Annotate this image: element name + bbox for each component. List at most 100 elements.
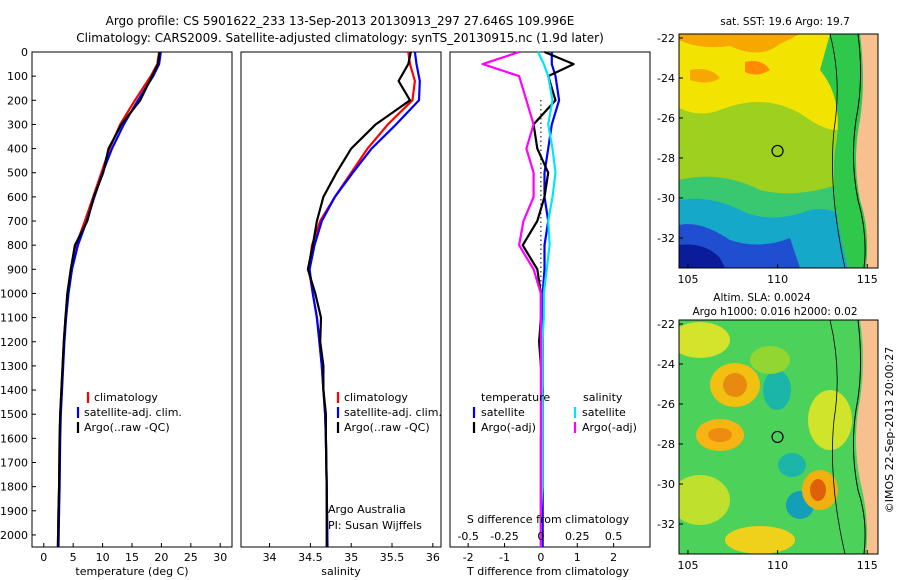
depth-tick-label: 900 (7, 263, 28, 276)
temperature-xlabel: temperature (deg C) (75, 565, 188, 578)
t-difference-label: T difference from climatology (466, 565, 629, 578)
depth-tick-label: 1400 (0, 384, 28, 397)
salinity-xlabel: salinity (321, 565, 361, 578)
land-mask (856, 320, 878, 554)
sla-field (679, 320, 878, 554)
x-tick-label: 34.5 (298, 551, 323, 564)
legend-satellite: satellite-adj. clim. (84, 406, 182, 419)
series-line-argo-raw-qc- (306, 51, 412, 547)
depth-tick-label: 400 (7, 143, 28, 156)
s-tick-label: 0.25 (565, 530, 590, 543)
legend-t-argo: Argo(-adj) (481, 421, 536, 434)
argo-location-marker (771, 430, 784, 444)
lat-tick-label: -22 (657, 318, 675, 331)
x-tick-label: 20 (154, 551, 168, 564)
lon-tick-label: 105 (677, 559, 698, 572)
lat-tick-label: -24 (657, 72, 675, 85)
sla-map-lat-ticks: -22 -24 -26 -28 -30 -32 (657, 318, 683, 531)
argo-location-marker (771, 144, 784, 158)
temperature-series (56, 51, 162, 548)
legend-satellite: satellite-adj. clim. (344, 406, 442, 419)
depth-tick-label: 600 (7, 191, 28, 204)
legend-climatology: climatology (344, 391, 408, 404)
x-tick-label: 0 (40, 551, 47, 564)
s-tick-label: -0.5 (457, 530, 478, 543)
sla-map-title-line1: Altim. SLA: 0.0024 (713, 292, 811, 304)
temperature-x-ticks: 0 5 10 15 20 25 30 (40, 543, 227, 564)
difference-series (481, 50, 575, 547)
x-tick-label: 34 (263, 551, 277, 564)
sla-map-panel: Altim. SLA: 0.0024 Argo h1000: 0.016 h20… (657, 292, 879, 572)
difference-legend: temperature satellite Argo(-adj) salinit… (472, 391, 637, 434)
legend-s-satellite: satellite (582, 406, 626, 419)
depth-tick-label: 1900 (0, 505, 28, 518)
lat-tick-label: -28 (657, 438, 675, 451)
sst-map-lon-ticks: 105 110 115 (677, 264, 878, 286)
sst-map-frame (678, 33, 879, 269)
s-tick-label: 0.5 (605, 530, 623, 543)
imos-timestamp: ©IMOS 22-Sep-2013 20:00:27 (883, 347, 896, 513)
depth-tick-label: 1500 (0, 408, 28, 421)
x-tick-label: 35 (344, 551, 358, 564)
salinity-series (306, 51, 421, 548)
sst-map-title: sat. SST: 19.6 Argo: 19.7 (720, 16, 850, 28)
diff-line-s-argo-adj- (481, 50, 543, 547)
s-tick-label: 0 (537, 530, 544, 543)
lon-tick-label: 105 (677, 273, 698, 286)
sst-field (679, 34, 878, 268)
s-difference-ticks: -0.5 -0.25 0 0.25 0.5 (457, 530, 622, 543)
lat-tick-label: -32 (657, 518, 675, 531)
x-tick-label: 25 (184, 551, 198, 564)
difference-axes-frame (449, 51, 651, 548)
x-tick-label: 0 (537, 551, 544, 564)
series-line-argo-raw-qc- (56, 51, 161, 548)
difference-x-ticks: -2 -1 0 1 2 (463, 543, 617, 564)
s-difference-label: S difference from climatology (467, 513, 630, 526)
depth-tick-label: 300 (7, 118, 28, 131)
depth-tick-label: 0 (21, 46, 28, 59)
figure-title-line2: Climatology: CARS2009. Satellite-adjuste… (76, 31, 604, 45)
salinity-axes-frame (240, 51, 442, 548)
sla-map-frame (678, 319, 879, 555)
lat-tick-label: -32 (657, 232, 675, 245)
depth-tick-label: 500 (7, 167, 28, 180)
lon-tick-label: 115 (857, 559, 878, 572)
legend-t-satellite: satellite (481, 406, 525, 419)
x-tick-label: 36 (426, 551, 440, 564)
depth-tick-label: 100 (7, 70, 28, 83)
sla-map-title-line2: Argo h1000: 0.016 h2000: 0.02 (692, 306, 857, 318)
lat-tick-label: -30 (657, 478, 675, 491)
s-tick-label: -0.25 (490, 530, 518, 543)
lat-tick-label: -26 (657, 112, 675, 125)
difference-panel: -2 -1 0 1 2 S difference from climatology -0… (449, 50, 651, 578)
diff-line-s-satellite (537, 51, 557, 547)
depth-tick-label: 800 (7, 239, 28, 252)
x-tick-label: 2 (610, 551, 617, 564)
sst-map-panel: sat. SST: 19.6 Argo: 19.7 -22 -24 -26 -28 -3… (657, 16, 879, 286)
temperature-panel: 0100200300400500600700800900100011001200… (0, 46, 233, 578)
lon-tick-label: 115 (857, 273, 878, 286)
lat-tick-label: -26 (657, 398, 675, 411)
lat-tick-label: -30 (657, 192, 675, 205)
depth-tick-label: 200 (7, 94, 28, 107)
lat-tick-label: -24 (657, 358, 675, 371)
depth-tick-label: 1000 (0, 287, 28, 300)
x-tick-label: 5 (70, 551, 77, 564)
legend-climatology: climatology (94, 391, 158, 404)
lat-tick-label: -22 (657, 32, 675, 45)
legend-argo: Argo(..raw -QC) (84, 421, 170, 434)
sla-map-lon-ticks: 105 110 115 (677, 550, 878, 572)
argo-australia-label: Argo Australia (328, 503, 406, 516)
x-tick-label: 15 (125, 551, 139, 564)
salinity-x-ticks: 34 34.5 35 35.5 36 (263, 543, 440, 564)
legend-temperature-title: temperature (481, 391, 550, 404)
depth-tick-label: 1800 (0, 481, 28, 494)
depth-tick-label: 700 (7, 215, 28, 228)
depth-tick-label: 1100 (0, 312, 28, 325)
x-tick-label: -1 (499, 551, 510, 564)
lon-tick-label: 110 (767, 559, 788, 572)
x-tick-label: -2 (463, 551, 474, 564)
x-tick-label: 1 (574, 551, 581, 564)
depth-tick-label: 1200 (0, 336, 28, 349)
